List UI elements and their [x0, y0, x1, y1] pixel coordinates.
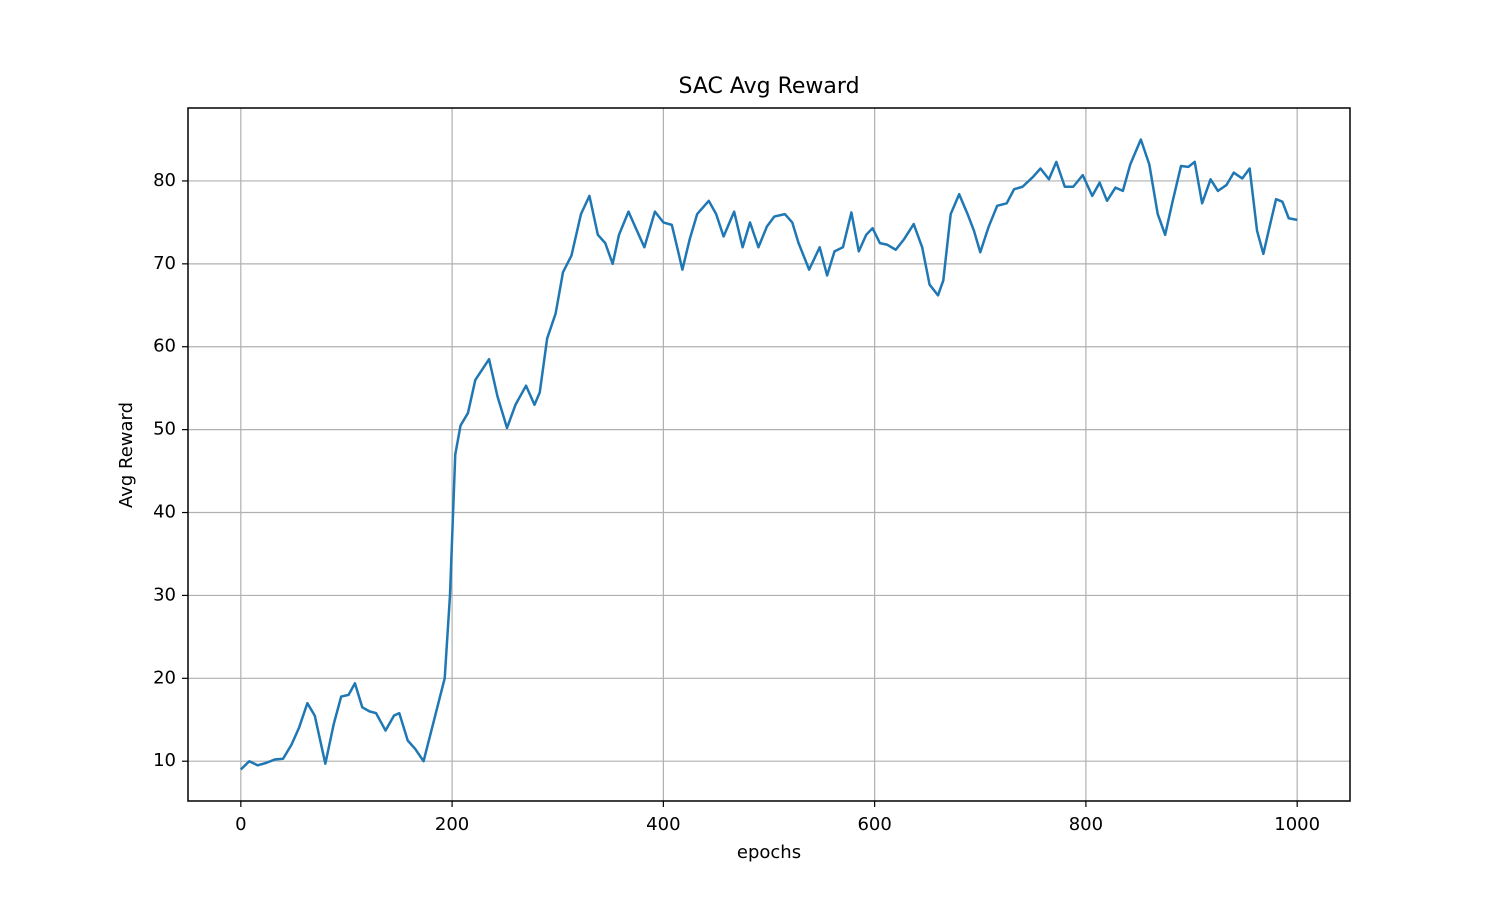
x-tick-label: 200	[435, 814, 469, 835]
x-tick-label: 1000	[1274, 814, 1320, 835]
y-axis-label: Avg Reward	[116, 402, 137, 508]
data-line	[239, 138, 1298, 771]
y-tick-label: 70	[153, 253, 176, 274]
y-tick-label: 20	[153, 667, 176, 688]
y-tick-label: 60	[153, 336, 176, 357]
x-axis-label: epochs	[737, 842, 801, 863]
y-tick-label: 30	[153, 584, 176, 605]
x-tick-label: 600	[857, 814, 891, 835]
y-tick-label: 80	[153, 170, 176, 191]
y-tick-label: 10	[153, 750, 176, 771]
x-tick-label: 800	[1069, 814, 1103, 835]
chart-title: SAC Avg Reward	[678, 74, 859, 99]
x-tick-label: 400	[646, 814, 680, 835]
y-tick-label: 50	[153, 419, 176, 440]
plot-frame	[187, 107, 1351, 802]
y-tick-label: 40	[153, 502, 176, 523]
x-tick-label: 0	[235, 814, 246, 835]
